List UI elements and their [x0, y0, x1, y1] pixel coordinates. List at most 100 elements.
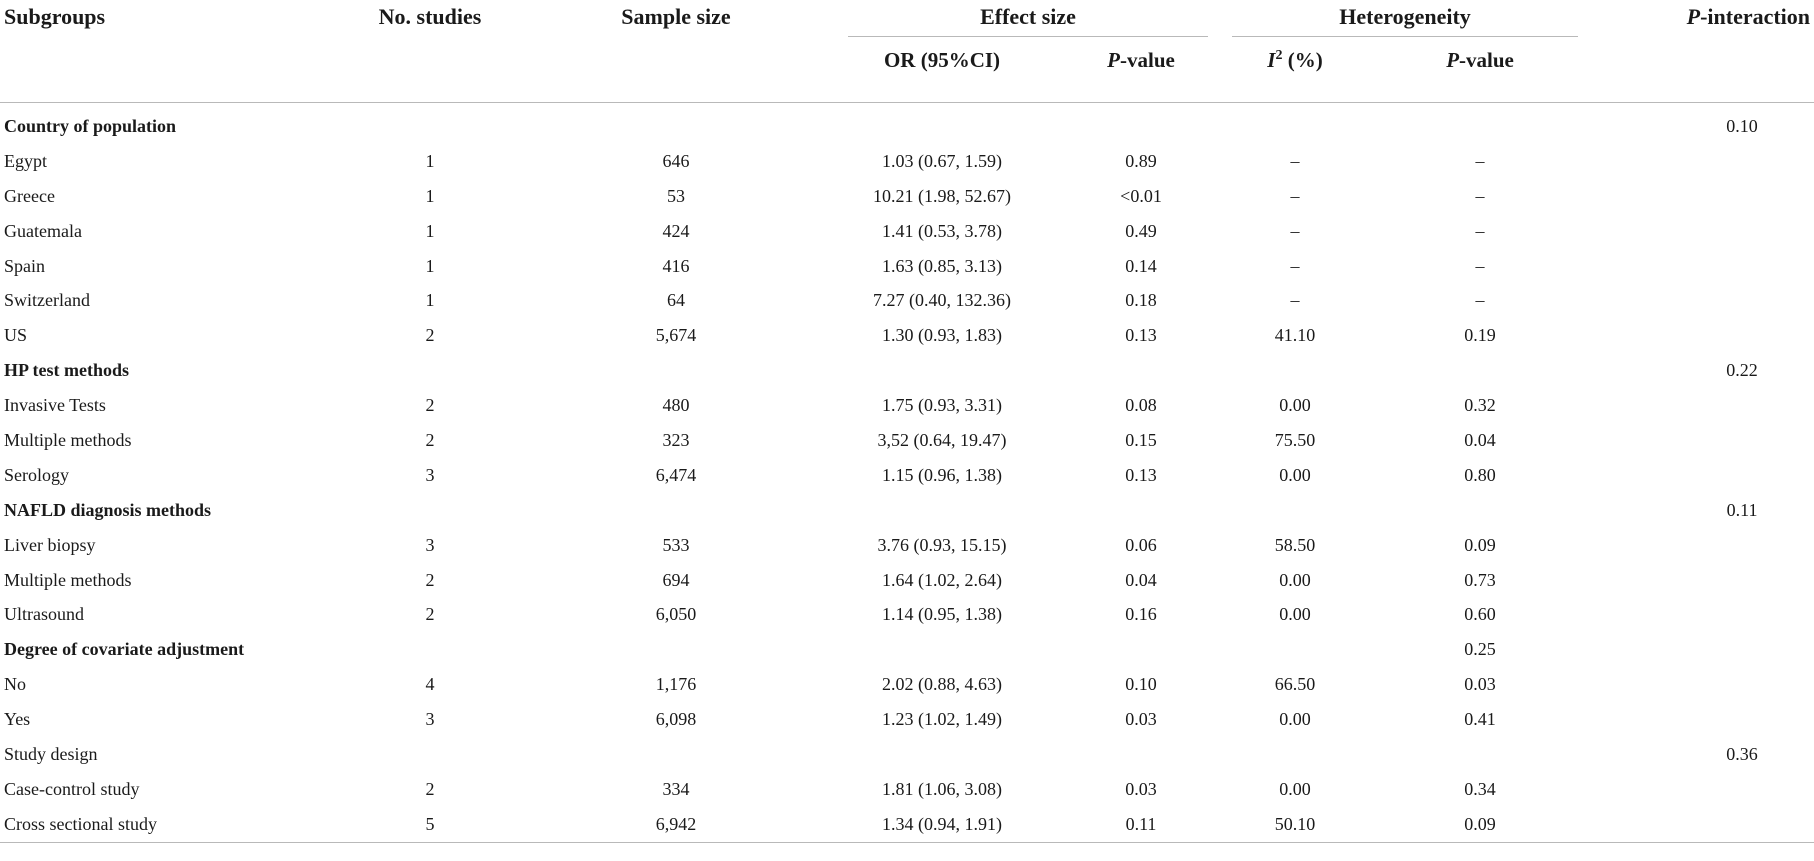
cell-het-p-value: 0.34 — [1464, 778, 1496, 799]
table-row: US 2 5,674 1.30 (0.93, 1.83) 0.13 41.10 0.19 — [0, 318, 1814, 353]
cell-sample-size: 533 — [662, 534, 690, 555]
cell-no-studies: 1 — [425, 255, 435, 276]
group-header-row: Country of population 0.10 — [0, 103, 1814, 144]
cell-i2: 0.00 — [1279, 464, 1311, 485]
cell-i2: 50.10 — [1220, 806, 1371, 843]
row-label: Spain — [4, 255, 46, 276]
row-label: NAFLD diagnosis methods — [4, 499, 212, 520]
cell-no-studies: 4 — [425, 674, 435, 695]
cell-het-p-value: 0.09 — [1464, 534, 1496, 555]
cell-no-studies: 1 — [425, 185, 435, 206]
cell-no-studies: 2 — [425, 395, 435, 416]
cell-p-value: 0.13 — [1125, 325, 1157, 346]
cell-or-ci: 1.41 (0.53, 3.78) — [882, 220, 1002, 241]
row-label: Degree of covariate adjustment — [4, 639, 245, 660]
cell-or-ci: 1.64 (1.02, 2.64) — [882, 569, 1002, 590]
het-p-italic: P — [1446, 48, 1460, 72]
cell-p-interaction — [1590, 249, 1814, 284]
cell-or-ci: 3,52 (0.64, 19.47) — [877, 429, 1007, 450]
cell-or-ci — [822, 103, 1062, 144]
header-subgroups: Subgroups — [0, 0, 330, 103]
cell-sample-size: 6,050 — [655, 604, 697, 625]
cell-sample-size: 416 — [662, 255, 690, 276]
header-het-p-value: P-value — [1370, 40, 1591, 103]
cell-no-studies: 3 — [425, 464, 435, 485]
cell-or-ci: 1.30 (0.93, 1.83) — [882, 325, 1002, 346]
cell-p-interaction: 0.11 — [1726, 499, 1758, 520]
cell-p-interaction — [1590, 528, 1814, 563]
row-label: Switzerland — [4, 290, 90, 311]
table-row: Cross sectional study 5 6,942 1.34 (0.94, 1… — [0, 806, 1814, 843]
cell-p-value: 0.08 — [1125, 395, 1157, 416]
row-label: Yes — [4, 709, 31, 730]
cell-sample-size: 1,176 — [655, 674, 697, 695]
cell-i2 — [1220, 103, 1370, 144]
table-header: Subgroups No. studies Sample size Effect… — [0, 0, 1814, 103]
cell-sample-size: 694 — [662, 569, 690, 590]
cell-p-value: 0.11 — [1062, 806, 1221, 843]
cell-p-interaction — [1590, 283, 1814, 318]
cell-p-value: 0.03 — [1125, 709, 1157, 730]
cell-p-value: 0.15 — [1125, 429, 1157, 450]
cell-p-value — [1062, 103, 1220, 144]
table-row: Egypt 1 646 1.03 (0.67, 1.59) 0.89 – – — [0, 144, 1814, 179]
cell-p-interaction — [1590, 632, 1814, 667]
p-value-rest: -value — [1120, 48, 1175, 72]
row-label: Cross sectional study — [0, 806, 330, 843]
cell-no-studies — [330, 353, 530, 388]
cell-i2: 58.50 — [1274, 534, 1316, 555]
header-sample-size: Sample size — [530, 0, 822, 103]
table-row: Multiple methods 2 694 1.64 (1.02, 2.64) 0.0… — [0, 563, 1814, 598]
cell-or-ci: 2.02 (0.88, 4.63) — [882, 674, 1002, 695]
cell-sample-size: 64 — [667, 290, 685, 311]
table-row: Invasive Tests 2 480 1.75 (0.93, 3.31) 0.08 0… — [0, 388, 1814, 423]
cell-het-p-value — [1370, 493, 1590, 528]
cell-i2: 66.50 — [1274, 674, 1316, 695]
cell-p-interaction — [1590, 214, 1814, 249]
cell-sample-size — [530, 493, 822, 528]
row-label: Country of population — [4, 115, 177, 136]
cell-i2: – — [1290, 185, 1300, 206]
cell-i2: – — [1290, 290, 1300, 311]
i2-letter: I — [1267, 48, 1276, 72]
cell-i2: 0.00 — [1279, 709, 1311, 730]
cell-het-p-value: 0.41 — [1464, 709, 1496, 730]
cell-p-interaction: 0.36 — [1726, 743, 1758, 764]
cell-i2: 0.00 — [1279, 395, 1311, 416]
cell-sample-size: 334 — [662, 778, 690, 799]
cell-p-interaction — [1590, 772, 1814, 807]
table-row: Switzerland 1 64 7.27 (0.40, 132.36) 0.18 – – — [0, 283, 1814, 318]
cell-i2: – — [1290, 150, 1300, 171]
cell-het-p-value — [1370, 353, 1590, 388]
cell-i2: 0.00 — [1279, 569, 1311, 590]
cell-or-ci: 1.34 (0.94, 1.91) — [822, 806, 1062, 843]
cell-sample-size — [530, 103, 822, 144]
cell-p-interaction — [1590, 597, 1814, 632]
table-row: Multiple methods 2 323 3,52 (0.64, 19.47) 0.… — [0, 423, 1814, 458]
cell-p-value — [1062, 737, 1220, 772]
cell-sample-size: 480 — [662, 395, 690, 416]
cell-i2: 41.10 — [1274, 325, 1316, 346]
het-p-rest: -value — [1459, 48, 1514, 72]
header-effect-size: Effect size — [822, 0, 1220, 40]
results-table: Subgroups No. studies Sample size Effect… — [0, 0, 1814, 843]
cell-i2 — [1220, 353, 1370, 388]
row-label: No — [4, 674, 26, 695]
cell-p-interaction — [1590, 458, 1814, 493]
cell-i2: 75.50 — [1274, 429, 1316, 450]
cell-het-p-value — [1370, 737, 1590, 772]
cell-sample-size: 323 — [662, 429, 690, 450]
cell-i2: – — [1290, 220, 1300, 241]
cell-sample-size: 53 — [667, 185, 685, 206]
cell-p-value: 0.16 — [1125, 604, 1157, 625]
cell-p-interaction — [1590, 806, 1814, 843]
cell-het-p-value: 0.19 — [1464, 325, 1496, 346]
cell-het-p-value: 0.32 — [1464, 395, 1496, 416]
cell-p-value — [1062, 353, 1220, 388]
cell-p-interaction — [1590, 388, 1814, 423]
cell-no-studies: 1 — [425, 290, 435, 311]
cell-p-interaction — [1590, 702, 1814, 737]
cell-no-studies — [330, 737, 530, 772]
row-label: Serology — [4, 464, 69, 485]
cell-or-ci: 1.75 (0.93, 3.31) — [882, 395, 1002, 416]
